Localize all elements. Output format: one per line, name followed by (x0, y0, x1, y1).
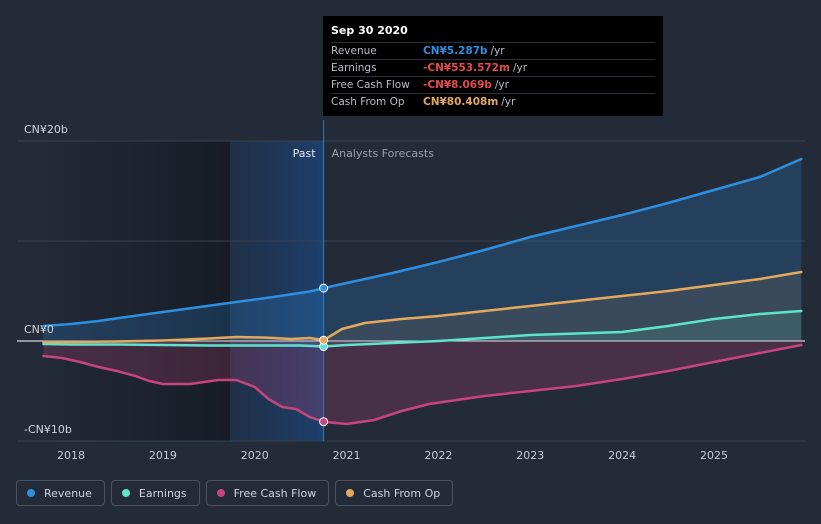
cash-from-op-point[interactable] (319, 335, 329, 345)
forecast-label: Analysts Forecasts (332, 147, 435, 160)
revenue-line (42, 157, 803, 328)
x-tick-label: 2019 (149, 449, 177, 462)
legend-label: Free Cash Flow (233, 486, 317, 500)
cash-from-op-line (42, 270, 803, 344)
earnings-area (43, 311, 802, 347)
legend-label: Cash From Op (363, 486, 441, 500)
revenue-point[interactable] (319, 283, 329, 293)
tooltip-row-cash-from-op: Cash From Op CN¥80.408m /yr (331, 93, 655, 110)
tooltip-label: Free Cash Flow (331, 79, 410, 91)
legend: Revenue Earnings Free Cash Flow Cash Fro… (16, 480, 454, 506)
tooltip-value: -CN¥553.572m (423, 62, 510, 74)
x-tick-label: 2023 (516, 449, 544, 462)
past-label: Past (293, 147, 317, 160)
tooltip-value: CN¥80.408m (423, 96, 499, 108)
legend-dot-icon (27, 489, 35, 497)
tooltip-row-earnings: Earnings -CN¥553.572m /yr (331, 59, 655, 76)
legend-item-free-cash-flow[interactable]: Free Cash Flow (205, 480, 330, 506)
legend-item-cash-from-op[interactable]: Cash From Op (335, 480, 454, 506)
tooltip-unit: /yr (512, 62, 528, 74)
tooltip-label: Revenue (331, 45, 377, 57)
legend-label: Earnings (138, 486, 187, 500)
x-tick-label: 2021 (333, 449, 361, 462)
free-cash-flow-area (43, 341, 802, 424)
legend-dot-icon (346, 489, 355, 497)
tooltip-unit: /yr (501, 96, 516, 108)
revenue-area (43, 159, 802, 341)
legend-item-earnings[interactable]: Earnings (110, 480, 200, 506)
x-tick-label: 2024 (608, 449, 636, 462)
tooltip-unit: /yr (494, 79, 509, 91)
tooltip-unit: /yr (490, 45, 505, 57)
x-tick-label: 2020 (241, 449, 269, 462)
legend-dot-icon (216, 489, 225, 497)
tooltip-row-free-cash-flow: Free Cash Flow -CN¥8.069b /yr (331, 76, 655, 93)
legend-dot-icon (121, 489, 130, 497)
tooltip-row-revenue: Revenue CN¥5.287b /yr (331, 42, 655, 59)
cash-from-op-area (43, 272, 802, 342)
tooltip-date: Sep 30 2020 (331, 24, 408, 37)
x-tick-label: 2022 (424, 449, 452, 462)
y-axis-label: -CN¥10b (24, 423, 72, 436)
legend-label: Revenue (44, 486, 92, 500)
legend-item-revenue[interactable]: Revenue (16, 480, 105, 506)
past-shade-region (48, 141, 230, 441)
tooltip-value: CN¥5.287b (423, 45, 488, 57)
free-cash-flow-line (42, 343, 803, 426)
y-axis-label: CN¥0 (24, 323, 54, 336)
y-axis-label: CN¥20b (24, 123, 68, 136)
tooltip-label: Cash From Op (331, 96, 405, 108)
free-cash-flow-point[interactable] (319, 417, 329, 427)
tooltip-label: Earnings (331, 62, 377, 74)
earnings-line (42, 309, 803, 348)
tooltip: Sep 30 2020 Revenue CN¥5.287b /yr Earnin… (323, 16, 663, 116)
tooltip-value: -CN¥8.069b (423, 79, 492, 91)
x-tick-label: 2018 (57, 449, 85, 462)
x-tick-label: 2025 (700, 449, 728, 462)
